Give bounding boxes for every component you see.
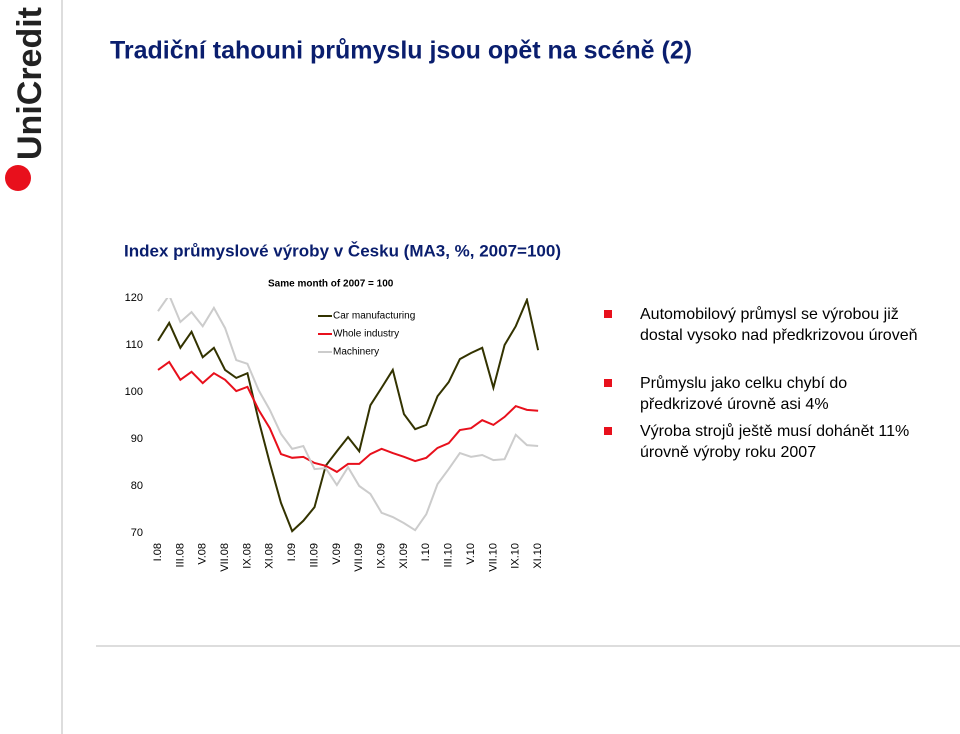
x-tick-label: I.10 — [420, 543, 432, 561]
series-line — [157, 298, 539, 532]
x-tick-label: III.08 — [174, 543, 186, 567]
x-tick-label: XI.09 — [398, 543, 410, 569]
bullet: Automobilový průmysl se výrobou již dost… — [604, 304, 930, 346]
x-tick-label: IX.08 — [241, 543, 253, 569]
y-tick-label: 120 — [125, 292, 143, 304]
y-tick-label: 110 — [125, 339, 143, 351]
x-tick-label: III.09 — [308, 543, 320, 567]
bullet: Průmyslu jako celku chybí do předkrizové… — [604, 373, 930, 415]
x-tick-label: XI.10 — [532, 543, 544, 569]
x-tick-label: I.08 — [152, 543, 164, 561]
legend-label: Whole industry — [333, 329, 399, 340]
x-tick-label: I.09 — [286, 543, 298, 561]
x-tick-label: V.08 — [197, 543, 209, 565]
logo-mark — [5, 165, 31, 191]
x-tick-label: IX.09 — [376, 543, 388, 569]
x-tick-label: VII.09 — [353, 543, 365, 572]
x-tick-label: V.10 — [465, 543, 477, 565]
y-tick-label: 100 — [125, 386, 143, 398]
y-tick-label: 70 — [131, 527, 143, 539]
x-tick-label: V.09 — [331, 543, 343, 565]
plot-area — [157, 298, 540, 533]
x-tick-label: VII.10 — [487, 543, 499, 572]
legend-label: Machinery — [333, 347, 379, 358]
legend-label: Car manufacturing — [333, 311, 415, 322]
x-tick-label: VII.08 — [219, 543, 231, 572]
x-tick-label: XI.08 — [264, 543, 276, 569]
x-tick-label: III.10 — [443, 543, 455, 567]
y-tick-label: 90 — [131, 433, 143, 445]
bullet: Výroba strojů ještě musí dohánět 11% úro… — [604, 421, 930, 463]
chart-subtitle: Same month of 2007 = 100 — [268, 279, 394, 290]
x-tick-label: IX.10 — [510, 543, 522, 569]
slide-title: Tradiční tahouni průmyslu jsou opět na s… — [110, 37, 692, 65]
logo: UniCredit — [11, 7, 49, 160]
y-tick-label: 80 — [131, 480, 143, 492]
series-line — [157, 298, 540, 533]
chart-title: Index průmyslové výroby v Česku (MA3, %,… — [124, 241, 561, 260]
series-line — [157, 360, 539, 474]
